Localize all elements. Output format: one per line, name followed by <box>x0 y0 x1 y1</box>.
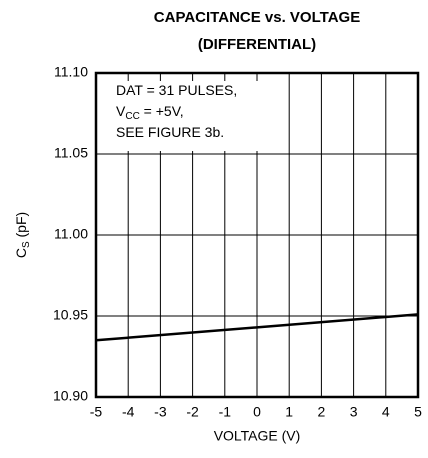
chart-title: CAPACITANCE vs. VOLTAGE <box>154 9 360 26</box>
x-tick-label: 4 <box>382 404 390 420</box>
annotation-bg <box>110 81 258 151</box>
y-axis-label-part: C <box>13 248 29 258</box>
annotation-part: V <box>116 103 126 119</box>
x-tick-label: 1 <box>285 404 293 420</box>
x-tick-label: -3 <box>154 404 167 420</box>
y-axis-label-sub: S <box>21 241 32 248</box>
y-axis-label-part: (pF) <box>13 212 29 242</box>
annotation-part: DAT = 31 PULSES, <box>116 82 237 98</box>
y-tick-label: 11.05 <box>54 145 88 161</box>
chart-title: (DIFFERENTIAL) <box>198 36 316 53</box>
line <box>95 313 419 342</box>
x-tick-label: -1 <box>219 404 232 420</box>
y-axis-label: CS (pF) <box>13 212 32 258</box>
annotation: DAT = 31 PULSES, <box>116 82 237 98</box>
x-tick-label: -2 <box>186 404 199 420</box>
annotation-part: = +5V, <box>140 103 184 119</box>
x-tick-label: -5 <box>90 404 103 420</box>
x-tick-label: 0 <box>253 404 261 420</box>
y-tick-label: 10.95 <box>53 307 88 323</box>
x-tick-label: 3 <box>350 404 358 420</box>
x-axis-label: VOLTAGE (V) <box>214 428 301 444</box>
annotation-sub: CC <box>125 111 139 122</box>
plot-frame <box>94 71 420 399</box>
y-tick-label: 11.00 <box>54 226 88 242</box>
annotation: SEE FIGURE 3b. <box>116 124 224 140</box>
annotation-part: SEE FIGURE 3b. <box>116 124 224 140</box>
x-tick-label: 5 <box>414 404 422 420</box>
x-tick-label: 2 <box>318 404 326 420</box>
y-tick-label: 11.10 <box>54 64 88 80</box>
y-tick-label: 10.90 <box>53 388 88 404</box>
annotation: VCC = +5V, <box>116 103 184 122</box>
x-tick-label: -4 <box>122 404 135 420</box>
